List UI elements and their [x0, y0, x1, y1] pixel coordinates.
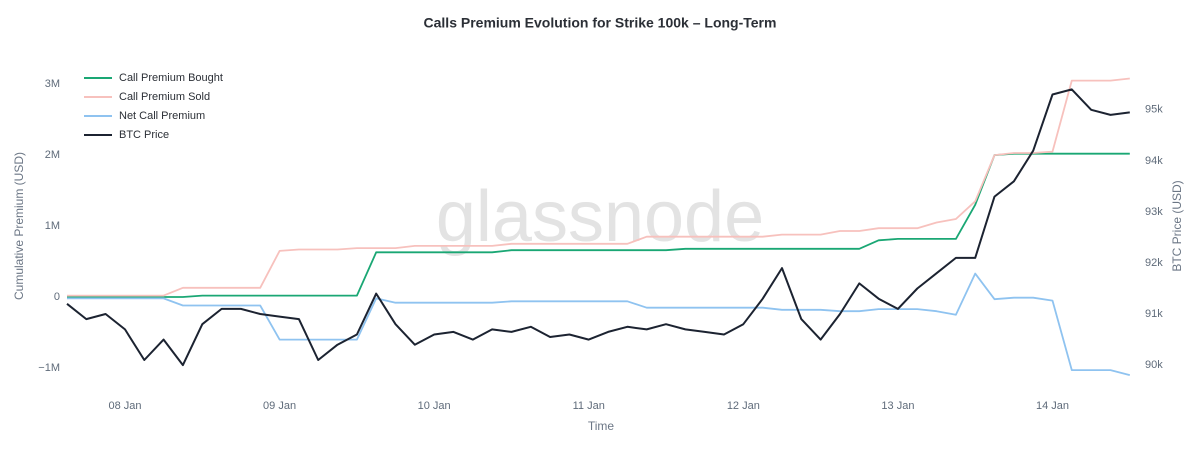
y2-tick-label: 93k [1145, 206, 1163, 218]
y-tick-label: 0 [54, 291, 60, 303]
series-line [67, 272, 1131, 376]
legend-label: Net Call Premium [119, 110, 205, 122]
chart-title: Calls Premium Evolution for Strike 100k … [424, 15, 777, 31]
legend-label: Call Premium Bought [119, 72, 223, 84]
x-tick-label: 10 Jan [418, 400, 451, 412]
y-tick-label: 1M [45, 220, 60, 232]
series-line [67, 152, 1130, 298]
y2-tick-label: 90k [1145, 359, 1163, 371]
y2-tick-label: 91k [1145, 308, 1163, 320]
legend-label: Call Premium Sold [119, 91, 210, 103]
y2-axis-title: BTC Price (USD) [1170, 180, 1184, 271]
x-tick-label: 13 Jan [881, 400, 914, 412]
y-tick-label: 3M [45, 78, 60, 90]
x-tick-label: 11 Jan [573, 400, 605, 412]
y2-tick-label: 94k [1145, 155, 1163, 167]
y2-tick-label: 92k [1145, 257, 1163, 269]
series-line [66, 88, 1130, 367]
legend: Call Premium Bought Call Premium Sold Net … [84, 72, 223, 141]
y2-tick-label: 95k [1145, 104, 1163, 116]
x-tick-label: 08 Jan [108, 400, 141, 412]
series-line [67, 77, 1130, 297]
x-tick-label: 14 Jan [1036, 400, 1069, 412]
x-tick-label: 12 Jan [727, 400, 760, 412]
y-tick-label: 2M [45, 149, 60, 161]
x-tick-label: 09 Jan [263, 400, 296, 412]
legend-label: BTC Price [119, 129, 169, 141]
y-axis-title: Cumulative Premium (USD) [12, 152, 26, 300]
y-tick-label: −1M [38, 362, 60, 374]
x-axis-title: Time [588, 419, 615, 433]
